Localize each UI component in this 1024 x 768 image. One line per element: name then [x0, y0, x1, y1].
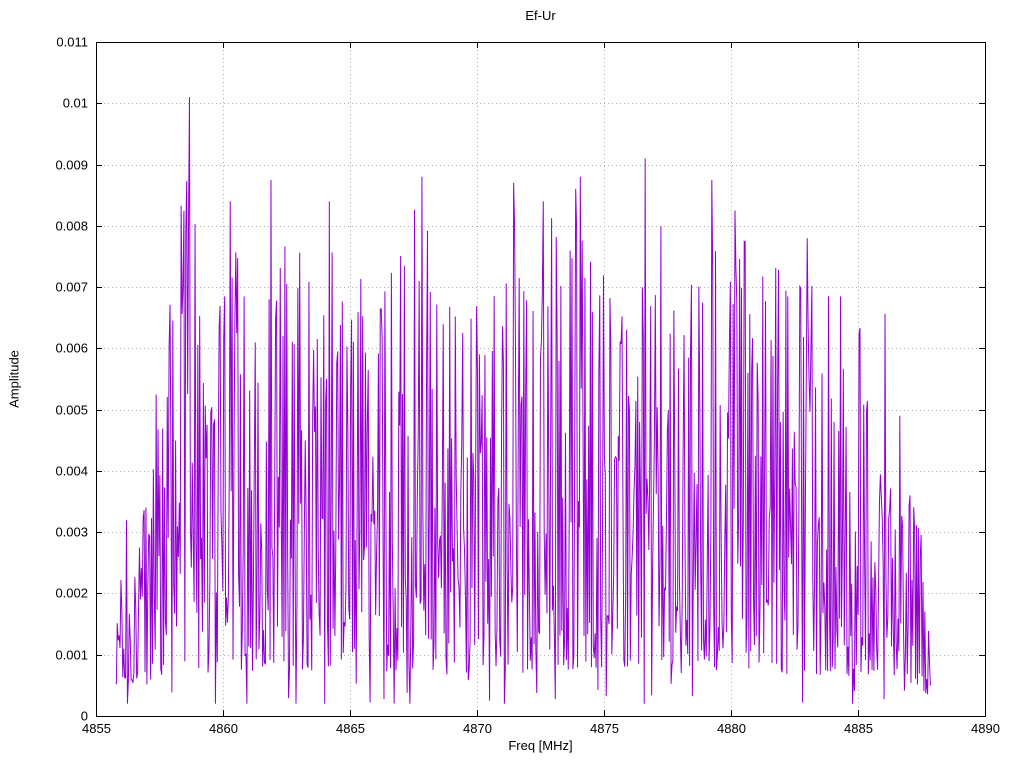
y-tick-label: 0.008 [55, 219, 88, 234]
y-tick-label: 0.004 [55, 464, 88, 479]
x-tick-label: 4880 [717, 721, 746, 736]
x-tick-label: 4890 [971, 721, 1000, 736]
y-tick-label: 0.009 [55, 158, 88, 173]
x-tick-label: 4870 [463, 721, 492, 736]
x-tick-label: 4865 [336, 721, 365, 736]
y-tick-label: 0.003 [55, 525, 88, 540]
y-tick-label: 0.007 [55, 280, 88, 295]
x-tick-label: 4855 [82, 721, 111, 736]
x-axis-label: Freq [MHz] [508, 738, 573, 753]
chart-title: Ef-Ur [525, 8, 556, 23]
y-tick-label: 0.005 [55, 403, 88, 418]
x-tick-label: 4875 [590, 721, 619, 736]
spectrum-line [115, 97, 931, 704]
y-tick-label: 0.01 [63, 96, 88, 111]
x-tick-label: 4885 [844, 721, 873, 736]
y-tick-label: 0.011 [56, 35, 88, 50]
y-tick-label: 0.001 [55, 648, 88, 663]
y-tick-label: 0.002 [55, 586, 88, 601]
y-tick-label: 0.006 [55, 341, 88, 356]
plot-border [96, 42, 986, 717]
y-tick-label: 0 [81, 709, 88, 724]
x-tick-label: 4860 [209, 721, 238, 736]
